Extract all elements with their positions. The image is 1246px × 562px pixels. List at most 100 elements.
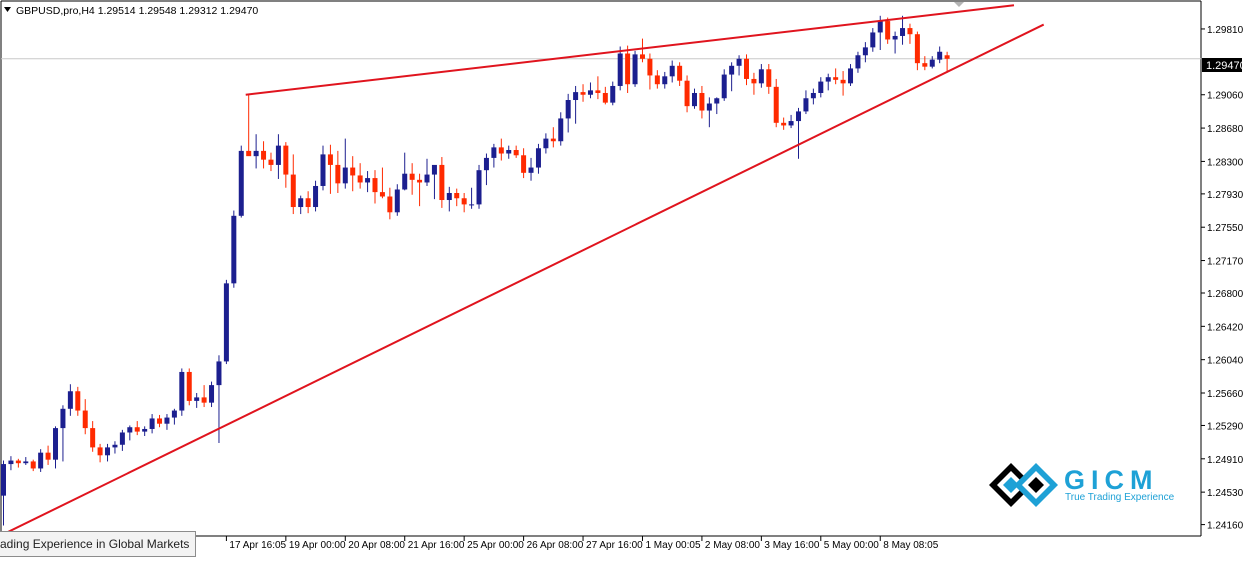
candle-body xyxy=(320,154,326,186)
candle xyxy=(639,38,645,63)
candle-body xyxy=(327,154,333,165)
candle-body xyxy=(461,198,467,205)
y-tick-label: 1.29060 xyxy=(1207,91,1244,102)
candle xyxy=(320,145,326,191)
y-tick-label: 1.28300 xyxy=(1207,157,1244,168)
candle-body xyxy=(238,150,244,216)
candle xyxy=(119,429,125,451)
candle xyxy=(937,46,943,64)
candle xyxy=(840,71,846,96)
candle xyxy=(238,145,244,218)
candle xyxy=(521,148,527,179)
candle xyxy=(573,85,579,124)
candle xyxy=(209,381,215,408)
candle xyxy=(45,445,51,465)
candle-body xyxy=(409,173,415,180)
candle-body xyxy=(105,447,111,456)
y-tick-label: 1.27550 xyxy=(1207,223,1244,234)
candle xyxy=(105,443,111,462)
x-tick-label: 25 Apr 00:00 xyxy=(467,540,524,551)
candle-body xyxy=(164,417,170,424)
current-price-tag: 1.29470 xyxy=(1202,58,1246,72)
candle-body xyxy=(877,21,883,33)
candle-body xyxy=(30,461,36,469)
candle-body xyxy=(157,418,163,424)
candle xyxy=(669,60,675,83)
candle-body xyxy=(900,28,906,36)
candle xyxy=(944,51,950,73)
candle xyxy=(134,421,140,436)
candle xyxy=(283,142,289,188)
y-tick-label: 1.28680 xyxy=(1207,124,1244,135)
candle-body xyxy=(402,173,408,190)
candle-body xyxy=(528,167,534,173)
candle xyxy=(60,405,66,462)
shift-marker-icon[interactable] xyxy=(954,2,964,7)
candle xyxy=(149,414,155,434)
candle-body xyxy=(82,410,88,429)
x-tick-label: 26 Apr 08:00 xyxy=(527,540,584,551)
candle-body xyxy=(67,391,73,409)
candle-body xyxy=(610,85,616,103)
x-tick-label: 19 Apr 00:00 xyxy=(289,540,346,551)
candle-body xyxy=(699,92,705,111)
candle xyxy=(402,152,408,191)
candle xyxy=(67,384,73,416)
candle xyxy=(327,144,333,194)
candle xyxy=(758,64,764,88)
candle xyxy=(677,62,683,86)
candle-body xyxy=(342,167,348,184)
candle-body xyxy=(885,21,891,40)
trendline-lower[interactable] xyxy=(0,23,1045,537)
candle-body xyxy=(632,54,638,85)
candle-body xyxy=(654,75,660,85)
candle-body xyxy=(491,147,497,158)
candle-body xyxy=(365,178,371,183)
candle xyxy=(75,386,81,416)
candle xyxy=(610,81,616,106)
candle-body xyxy=(937,51,943,60)
candle-body xyxy=(580,92,586,95)
candle-body xyxy=(216,361,222,386)
candle xyxy=(305,191,311,214)
x-tick-label: 5 May 00:00 xyxy=(824,540,879,551)
trendlines[interactable] xyxy=(0,4,1045,537)
symbol-info: GBPUSD,pro,H4 1.29514 1.29548 1.29312 1.… xyxy=(16,5,258,17)
candle-body xyxy=(379,192,385,197)
candle xyxy=(461,192,467,213)
candle-body xyxy=(223,283,229,362)
candle xyxy=(365,171,371,193)
candle xyxy=(82,399,88,435)
candle xyxy=(848,64,854,86)
trendline-upper[interactable] xyxy=(245,4,1015,96)
candle-body xyxy=(587,90,593,95)
candle xyxy=(506,145,512,159)
candle-body xyxy=(268,159,274,165)
candle xyxy=(543,133,549,154)
candle-body xyxy=(848,68,854,84)
candle-body xyxy=(729,65,735,75)
candle-body xyxy=(744,58,749,79)
candle-body xyxy=(394,189,400,213)
candle xyxy=(186,368,192,406)
candle-body xyxy=(283,145,289,175)
candle xyxy=(476,164,482,209)
candle xyxy=(38,449,44,472)
candle-body xyxy=(907,28,913,35)
candle-body xyxy=(781,122,787,126)
candle-body xyxy=(751,78,757,84)
candle xyxy=(97,443,103,463)
candle xyxy=(431,164,437,200)
candle-body xyxy=(194,397,200,401)
candle-body xyxy=(625,53,631,85)
candle-body xyxy=(796,111,802,122)
symbol-menu-icon[interactable] xyxy=(4,7,11,12)
candle xyxy=(231,210,237,288)
candle xyxy=(825,73,831,91)
candle xyxy=(632,50,638,87)
candle-body xyxy=(97,447,103,456)
candle xyxy=(201,385,207,408)
candle xyxy=(736,55,742,76)
